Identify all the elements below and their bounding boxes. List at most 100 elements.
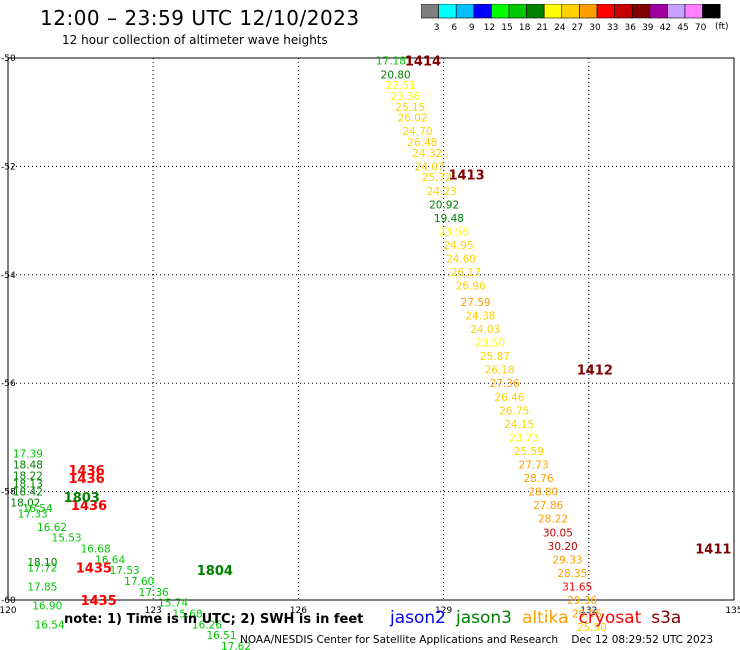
swh-value-label: 24.07: [415, 161, 445, 173]
swh-value-label: 16.68: [81, 544, 111, 556]
swh-value-label: 20.92: [429, 199, 459, 211]
scale-label: 39: [642, 23, 654, 33]
track-id-label: 1435: [81, 594, 117, 609]
swh-value-label: 15.53: [52, 533, 82, 545]
track-id-label: 1412: [577, 364, 613, 379]
swh-value-label: 28.35: [557, 568, 587, 580]
swh-value-label: 26.17: [451, 267, 481, 279]
swh-value-label: 25.50: [577, 622, 607, 634]
track-id-label: 1804: [197, 564, 233, 579]
scale-label: 45: [677, 23, 688, 33]
track-id-label: 1413: [448, 169, 484, 184]
swh-value-label: 29.36: [567, 595, 597, 607]
legend-entry: jason3: [456, 608, 512, 628]
footer-credit: NOAA/NESDIS Center for Satellite Applica…: [240, 634, 714, 646]
swh-value-label: 16.90: [32, 600, 62, 612]
x-tick-label: 129: [435, 606, 452, 616]
chart-subtitle: 12 hour collection of altimeter wave hei…: [62, 33, 328, 47]
swh-value-label: 18.02: [10, 497, 40, 509]
swh-value-label: 26.18: [485, 365, 515, 377]
chart-title: 12:00 – 23:59 UTC 12/10/2023: [40, 6, 360, 30]
swh-value-label: 16.62: [37, 522, 67, 534]
swh-value-label: 26.75: [499, 405, 529, 417]
satellite-legend: jason2 jason3 altika cryosat s3a: [390, 608, 691, 628]
swh-value-label: 18.13: [13, 478, 43, 490]
y-tick-label: -50: [1, 54, 16, 64]
swh-value-label: 25.15: [395, 102, 425, 114]
scale-label: 36: [624, 23, 636, 33]
scale-label: 9: [469, 23, 475, 33]
scale-label: 3: [434, 23, 440, 33]
swh-value-label: 15.68: [173, 609, 203, 621]
legend-entry: cryosat: [578, 608, 642, 628]
y-tick-label: -54: [1, 271, 16, 281]
swh-value-label: 17.36: [139, 587, 169, 599]
swh-value-label: 24.03: [470, 324, 500, 336]
x-tick-label: 132: [580, 606, 597, 616]
x-tick-label: 126: [290, 606, 307, 616]
swh-value-label: 28.76: [523, 473, 553, 485]
scale-swatch: [702, 4, 721, 19]
x-tick-label: 120: [0, 606, 17, 616]
swh-value-label: 18.22: [13, 470, 43, 482]
swh-value-label: 17.39: [13, 449, 43, 461]
swh-value-label: 28.22: [538, 514, 568, 526]
swh-value-label: 17.18: [376, 56, 406, 68]
swh-value-label: 16.54: [23, 503, 53, 515]
scale-label: 15: [501, 23, 512, 33]
swh-value-label: 28.80: [528, 487, 558, 499]
plot-frame: [7, 57, 735, 601]
swh-value-label: 24.15: [504, 419, 534, 431]
track-id-label: 1436: [69, 464, 105, 479]
y-tick-label: -58: [1, 488, 16, 498]
track-id-label: 1436: [69, 472, 105, 487]
swh-value-label: 26.46: [494, 392, 524, 404]
swh-value-label: 17.62: [221, 641, 251, 650]
scale-label: 21: [536, 23, 547, 33]
scale-label: 6: [451, 23, 457, 33]
swh-value-label: 17.72: [27, 562, 57, 574]
swh-value-label: 27.36: [490, 378, 520, 390]
swh-value-label: 23.50: [475, 338, 505, 350]
track-id-label: 1411: [695, 543, 731, 558]
swh-value-label: 24.95: [444, 240, 474, 252]
swh-value-label: 23.73: [509, 432, 539, 444]
swh-value-label: 29.05: [572, 609, 602, 621]
swh-value-label: 26.96: [456, 281, 486, 293]
swh-value-label: 24.32: [412, 148, 442, 160]
swh-value-label: 19.48: [434, 213, 464, 225]
swh-value-label: 31.65: [562, 581, 592, 593]
swh-value-label: 22.51: [386, 80, 416, 92]
swh-value-label: 17.33: [18, 508, 48, 520]
track-id-label: 1414: [405, 55, 441, 70]
swh-value-label: 16.51: [206, 630, 236, 642]
footer-note: note: 1) Time is in UTC; 2) SWH is in fe…: [64, 612, 364, 627]
swh-value-label: 17.53: [110, 565, 140, 577]
legend-entry: altika: [522, 608, 569, 628]
scale-label: 24: [554, 23, 566, 33]
swh-value-label: 27.86: [533, 500, 563, 512]
color-scale-bar: 3 6 9 12 15 18 21 24 27 30 33 36 39 42 45 70: [421, 4, 721, 33]
swh-value-label: 27.73: [519, 460, 549, 472]
track-id-label: 1436: [71, 499, 107, 514]
swh-value-label: 29.33: [553, 554, 583, 566]
scale-label: 30: [589, 23, 601, 33]
scale-label: 27: [572, 23, 583, 33]
swh-value-label: 30.20: [548, 541, 578, 553]
swh-value-label: 18.42: [13, 487, 43, 499]
swh-value-label: 24.60: [446, 254, 476, 266]
swh-value-label: 24.70: [402, 126, 432, 138]
legend-entry: s3a: [651, 608, 682, 628]
legend-entry: jason2: [390, 608, 446, 628]
swh-value-label: 26.02: [398, 113, 428, 125]
track-id-label: 1435: [76, 561, 112, 576]
swh-value-label: 18.10: [27, 557, 57, 569]
scale-label: 42: [660, 23, 671, 33]
swh-value-label: 23.56: [439, 226, 469, 238]
x-tick-label: 123: [145, 606, 162, 616]
scale-label: 33: [607, 23, 618, 33]
swh-value-label: 23.36: [390, 91, 420, 103]
swh-value-label: 15.74: [158, 598, 188, 610]
color-scale-unit: (ft): [715, 22, 729, 32]
